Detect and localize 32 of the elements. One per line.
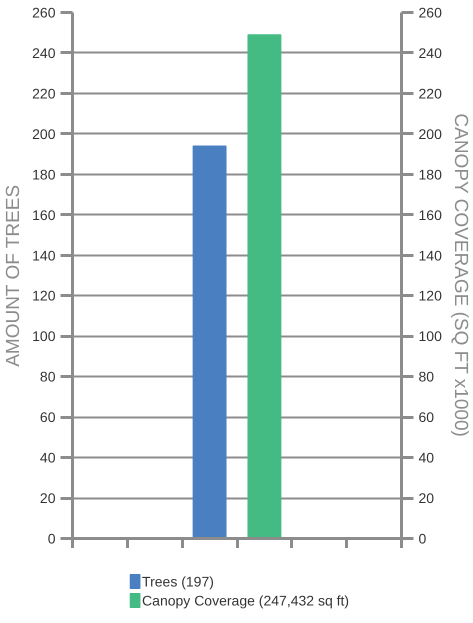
legend-label: Canopy Coverage (247,432 sq ft) [142,592,350,608]
y2-tick-label: 60 [418,409,434,426]
y2-tick-label: 220 [418,85,442,102]
y-tick-label: 100 [32,328,56,344]
y-tick-label: 80 [40,368,56,385]
y2-tick-label: 260 [418,4,442,20]
y2-axis-title: CANOPY COVERAGE (SQ FT x1000) [450,113,471,437]
y2-tick-label: 0 [418,530,426,546]
y-tick-label: 160 [32,206,56,223]
y2-tick-label: 160 [418,206,442,223]
y2-tick-label: 20 [418,490,434,506]
y-tick-label: 200 [32,126,56,142]
y-tick-label: 40 [40,450,56,466]
y2-tick-label: 120 [418,288,442,304]
y2-tick-label: 40 [418,450,434,466]
y-tick-label: 20 [40,490,56,506]
legend-label: Trees (197) [142,574,214,590]
y2-tick-label: 180 [418,166,442,182]
y2-tick-label: 200 [418,126,442,142]
y-axis-title: AMOUNT OF TREES [3,184,24,367]
y-tick-label: 120 [32,288,56,304]
y-tick-label: 0 [48,530,56,546]
y2-tick-label: 240 [418,44,442,61]
y-tick-label: 140 [32,247,56,264]
y-tick-label: 180 [32,166,56,182]
y2-tick-label: 140 [418,247,442,264]
y-tick-label: 60 [40,409,56,426]
y-tick-label: 260 [32,4,56,20]
y-tick-label: 240 [32,44,56,61]
y2-tick-label: 80 [418,368,434,385]
y-tick-label: 220 [32,85,56,102]
y2-tick-label: 100 [418,328,442,344]
